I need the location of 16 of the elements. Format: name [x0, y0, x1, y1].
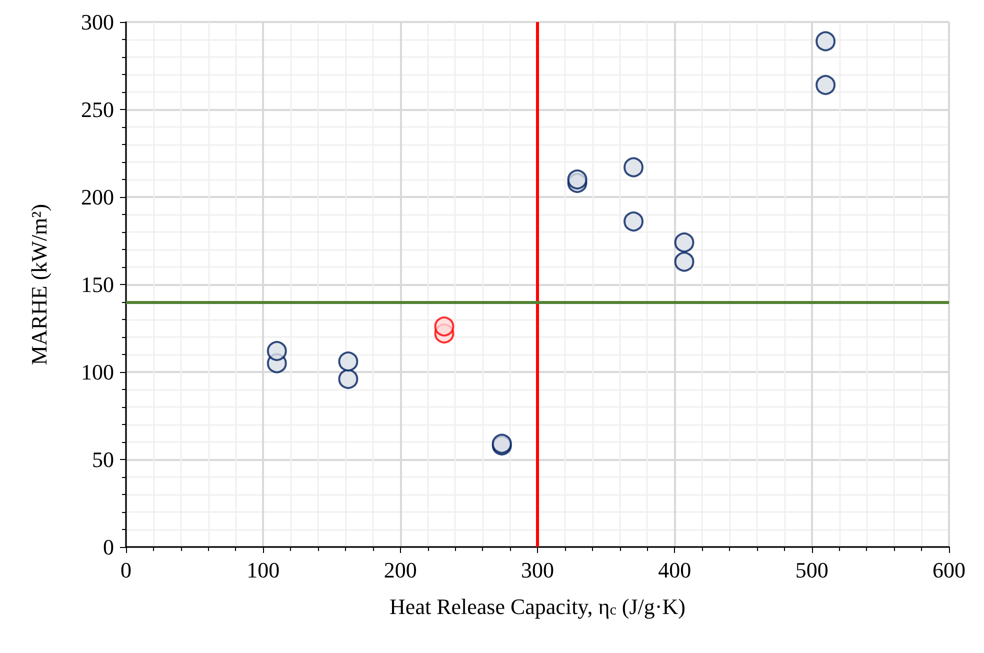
- x-axis-title: Heat Release Capacity, ηc (J/g·K): [390, 594, 686, 619]
- x-tick-label: 0: [120, 558, 132, 582]
- x-tick-label: 100: [246, 558, 280, 582]
- x-tick-label: 300: [521, 558, 554, 582]
- x-tick-label: 600: [932, 558, 966, 582]
- y-tick-label: 150: [81, 272, 114, 297]
- y-axis-title: MARHE (kW/m²): [26, 204, 52, 366]
- y-tick-label: 200: [81, 184, 114, 210]
- y-tick-label: 0: [103, 534, 114, 560]
- y-tick-label: 50: [92, 447, 114, 472]
- y-tick-label: 250: [81, 97, 114, 122]
- x-tick-label: 200: [384, 558, 417, 582]
- x-tick-label: 400: [658, 558, 692, 582]
- y-tick-label: 300: [81, 10, 114, 34]
- x-tick-label: 500: [795, 558, 828, 582]
- y-tick-label: 100: [81, 360, 114, 384]
